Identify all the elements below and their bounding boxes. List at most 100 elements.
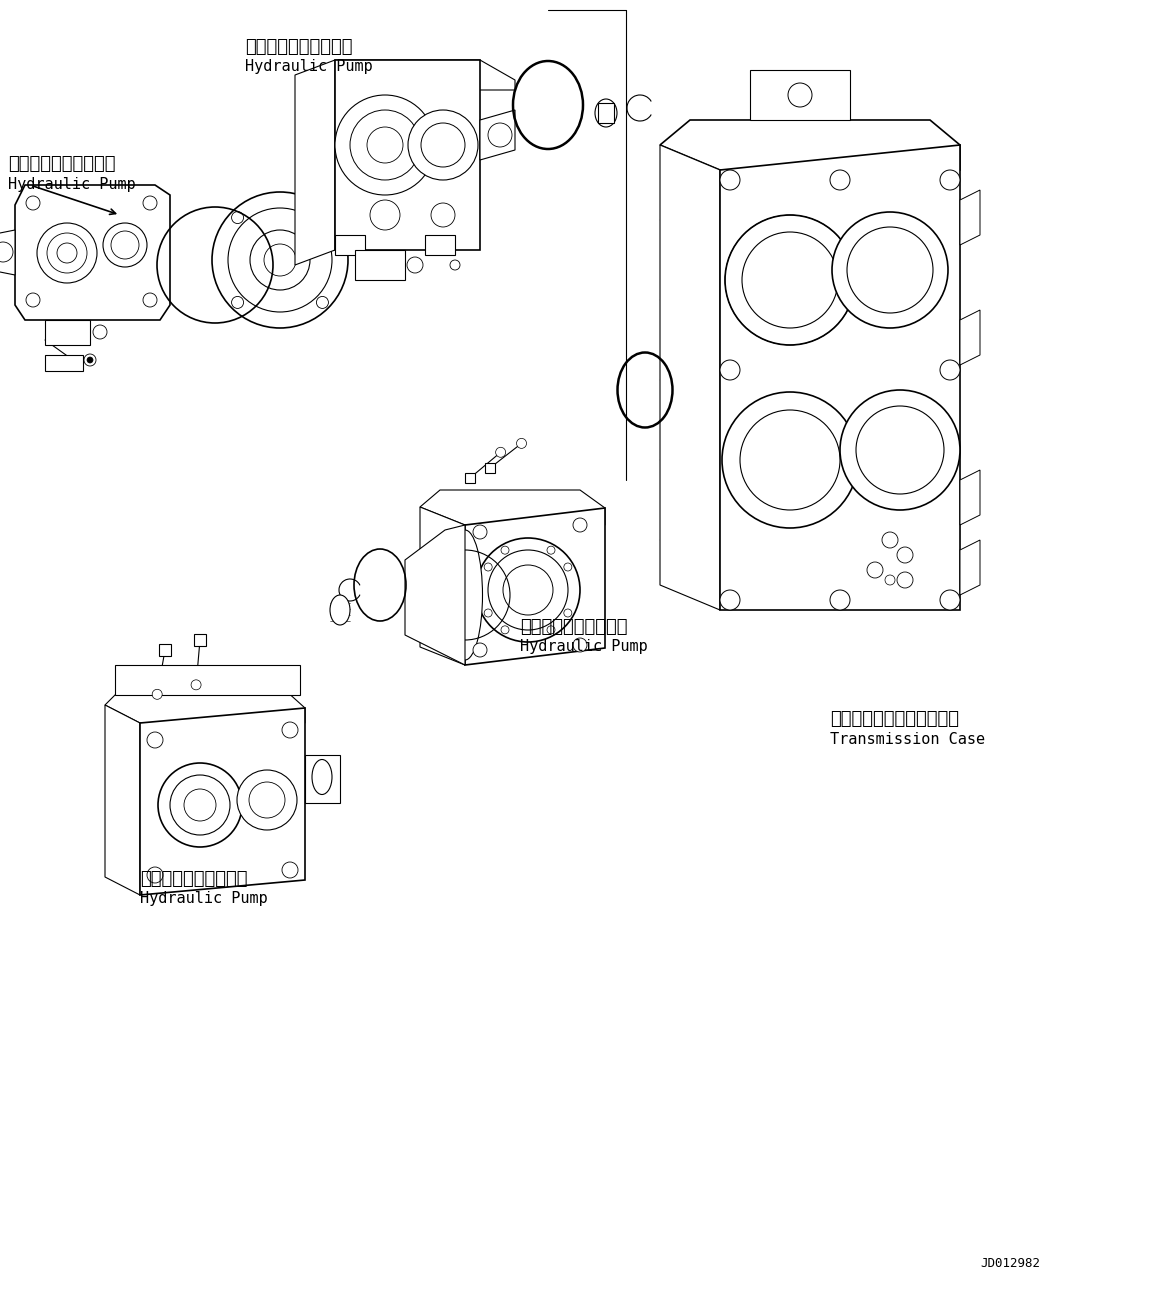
Text: JD012982: JD012982 [980,1257,1040,1271]
Circle shape [47,233,87,273]
Polygon shape [959,191,980,244]
Bar [465,473,475,484]
Polygon shape [659,145,720,610]
Circle shape [940,590,959,610]
Circle shape [26,196,40,210]
Circle shape [57,243,77,263]
Circle shape [501,625,509,633]
Circle shape [104,223,147,267]
Circle shape [830,170,850,191]
Circle shape [143,293,157,307]
Ellipse shape [366,233,394,277]
Circle shape [830,590,850,610]
Polygon shape [105,706,140,895]
Circle shape [573,639,587,652]
Circle shape [407,258,423,273]
Bar [45,321,90,346]
Bar [305,756,340,803]
Circle shape [93,325,107,339]
Circle shape [450,260,461,269]
Circle shape [37,223,97,283]
Circle shape [720,170,740,191]
Polygon shape [335,60,515,89]
Polygon shape [105,690,305,723]
Circle shape [940,170,959,191]
Circle shape [184,788,216,821]
Ellipse shape [448,530,483,660]
Circle shape [212,192,348,328]
Circle shape [940,360,959,380]
Circle shape [742,233,839,328]
Circle shape [720,360,740,380]
Circle shape [476,537,580,643]
Circle shape [484,608,492,618]
Circle shape [547,625,555,633]
Text: Hydraulic Pump: Hydraulic Pump [8,176,136,192]
Circle shape [316,212,328,223]
Circle shape [484,562,492,572]
Circle shape [856,406,944,494]
Circle shape [316,297,328,309]
Polygon shape [335,60,480,250]
Ellipse shape [312,759,331,795]
Circle shape [720,590,740,610]
Circle shape [264,244,297,276]
Circle shape [237,770,297,830]
Circle shape [725,215,855,346]
Circle shape [722,392,858,528]
Bar [485,463,495,473]
Bar [355,250,405,280]
Circle shape [501,547,509,555]
Circle shape [866,562,883,578]
Circle shape [431,202,455,227]
Circle shape [847,227,933,313]
Polygon shape [959,310,980,365]
Polygon shape [480,110,515,160]
Circle shape [547,547,555,555]
Bar [194,633,206,646]
Circle shape [370,200,400,230]
Polygon shape [15,185,170,321]
Circle shape [504,565,552,615]
Circle shape [564,608,572,618]
Circle shape [564,562,572,572]
Polygon shape [420,490,605,526]
Polygon shape [959,470,980,526]
Bar [45,355,83,371]
Polygon shape [295,60,335,265]
Circle shape [249,782,285,819]
Bar [424,235,455,255]
Circle shape [143,196,157,210]
Polygon shape [659,120,959,170]
Circle shape [231,297,243,309]
Text: Hydraulic Pump: Hydraulic Pump [140,891,267,907]
Circle shape [87,357,93,363]
Circle shape [26,293,40,307]
Circle shape [84,353,97,367]
Text: ハイドロリックポンプ: ハイドロリックポンプ [520,618,628,636]
Bar [159,644,171,656]
Circle shape [147,732,163,748]
Circle shape [832,212,948,328]
Circle shape [170,775,230,834]
Circle shape [789,83,812,106]
Circle shape [885,576,896,585]
Circle shape [250,230,311,290]
Circle shape [368,127,404,163]
Bar [335,235,365,255]
Circle shape [495,447,506,457]
Circle shape [897,572,913,587]
Circle shape [408,110,478,180]
Circle shape [573,518,587,532]
Polygon shape [720,145,959,610]
Text: Transmission Case: Transmission Case [830,732,985,746]
Circle shape [152,690,162,699]
Polygon shape [0,230,15,275]
Circle shape [488,124,512,147]
Circle shape [281,721,298,738]
Circle shape [231,212,243,223]
Ellipse shape [330,595,350,625]
Polygon shape [420,507,465,665]
Polygon shape [140,708,305,895]
Ellipse shape [595,99,618,127]
